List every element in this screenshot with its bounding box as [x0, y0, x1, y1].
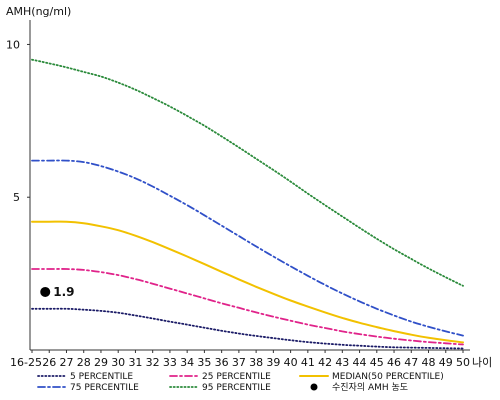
y-tick-label: 5 [13, 191, 20, 204]
x-tick-label: 50 [456, 356, 470, 369]
series-line-5-percentile [31, 307, 464, 350]
legend-label: MEDIAN(50 PERCENTILE) [332, 372, 444, 382]
x-tick-label: 39 [266, 356, 280, 369]
patient-amh-point [40, 286, 51, 297]
x-tick-label: 38 [249, 356, 263, 369]
legend-label: 5 PERCENTILE [70, 372, 133, 382]
x-tick-label: 32 [146, 356, 160, 369]
series-line-75-percentile [31, 159, 464, 337]
series-line-25-percentile [31, 268, 464, 346]
x-tick-label: 31 [128, 356, 142, 369]
x-tick-label: 28 [77, 356, 91, 369]
x-tick-label: 30 [111, 356, 125, 369]
legend-marker-dot [310, 383, 318, 391]
x-tick-label: 41 [301, 356, 315, 369]
x-tick-label: 27 [59, 356, 73, 369]
x-tick-label: 47 [404, 356, 418, 369]
x-tick-label: 36 [215, 356, 229, 369]
x-tick-label: 44 [353, 356, 367, 369]
series-line-median-50-percentile [31, 220, 464, 344]
series-line-95-percentile [31, 58, 464, 287]
x-tick-label: 46 [387, 356, 401, 369]
legend-label: 25 PERCENTILE [202, 372, 271, 382]
x-tick-label: 34 [180, 356, 194, 369]
x-tick-label: 37 [232, 356, 246, 369]
y-axis-label: AMH(ng/ml) [6, 5, 71, 18]
x-tick-label: 49 [439, 356, 453, 369]
x-tick-label: 16-25 [10, 356, 42, 369]
legend-label: 75 PERCENTILE [70, 383, 139, 393]
y-tick-label: 10 [6, 38, 20, 51]
x-ticks: 16-25 26 27 28 29 30 31 32 33 34 35 36 37 38 39 40 41 42 4… [10, 350, 470, 369]
x-tick-label: 45 [370, 356, 384, 369]
patient-amh-value: 1.9 [53, 285, 74, 299]
axes: AMH(ng/ml) 나이 [6, 5, 492, 369]
legend-label: 수진자의 AMH 농도 [332, 382, 408, 393]
x-axis-label: 나이 [472, 356, 492, 369]
series-lines [31, 58, 464, 350]
x-tick-label: 43 [335, 356, 349, 369]
patient-marker: 1.9 [40, 285, 75, 299]
x-tick-label: 26 [42, 356, 56, 369]
x-tick-label: 29 [94, 356, 108, 369]
x-tick-label: 40 [284, 356, 298, 369]
y-ticks: 5 10 [6, 38, 30, 204]
x-tick-label: 33 [163, 356, 177, 369]
x-tick-label: 48 [422, 356, 436, 369]
x-tick-label: 35 [197, 356, 211, 369]
legend-label: 95 PERCENTILE [202, 383, 271, 393]
x-tick-label: 42 [318, 356, 332, 369]
